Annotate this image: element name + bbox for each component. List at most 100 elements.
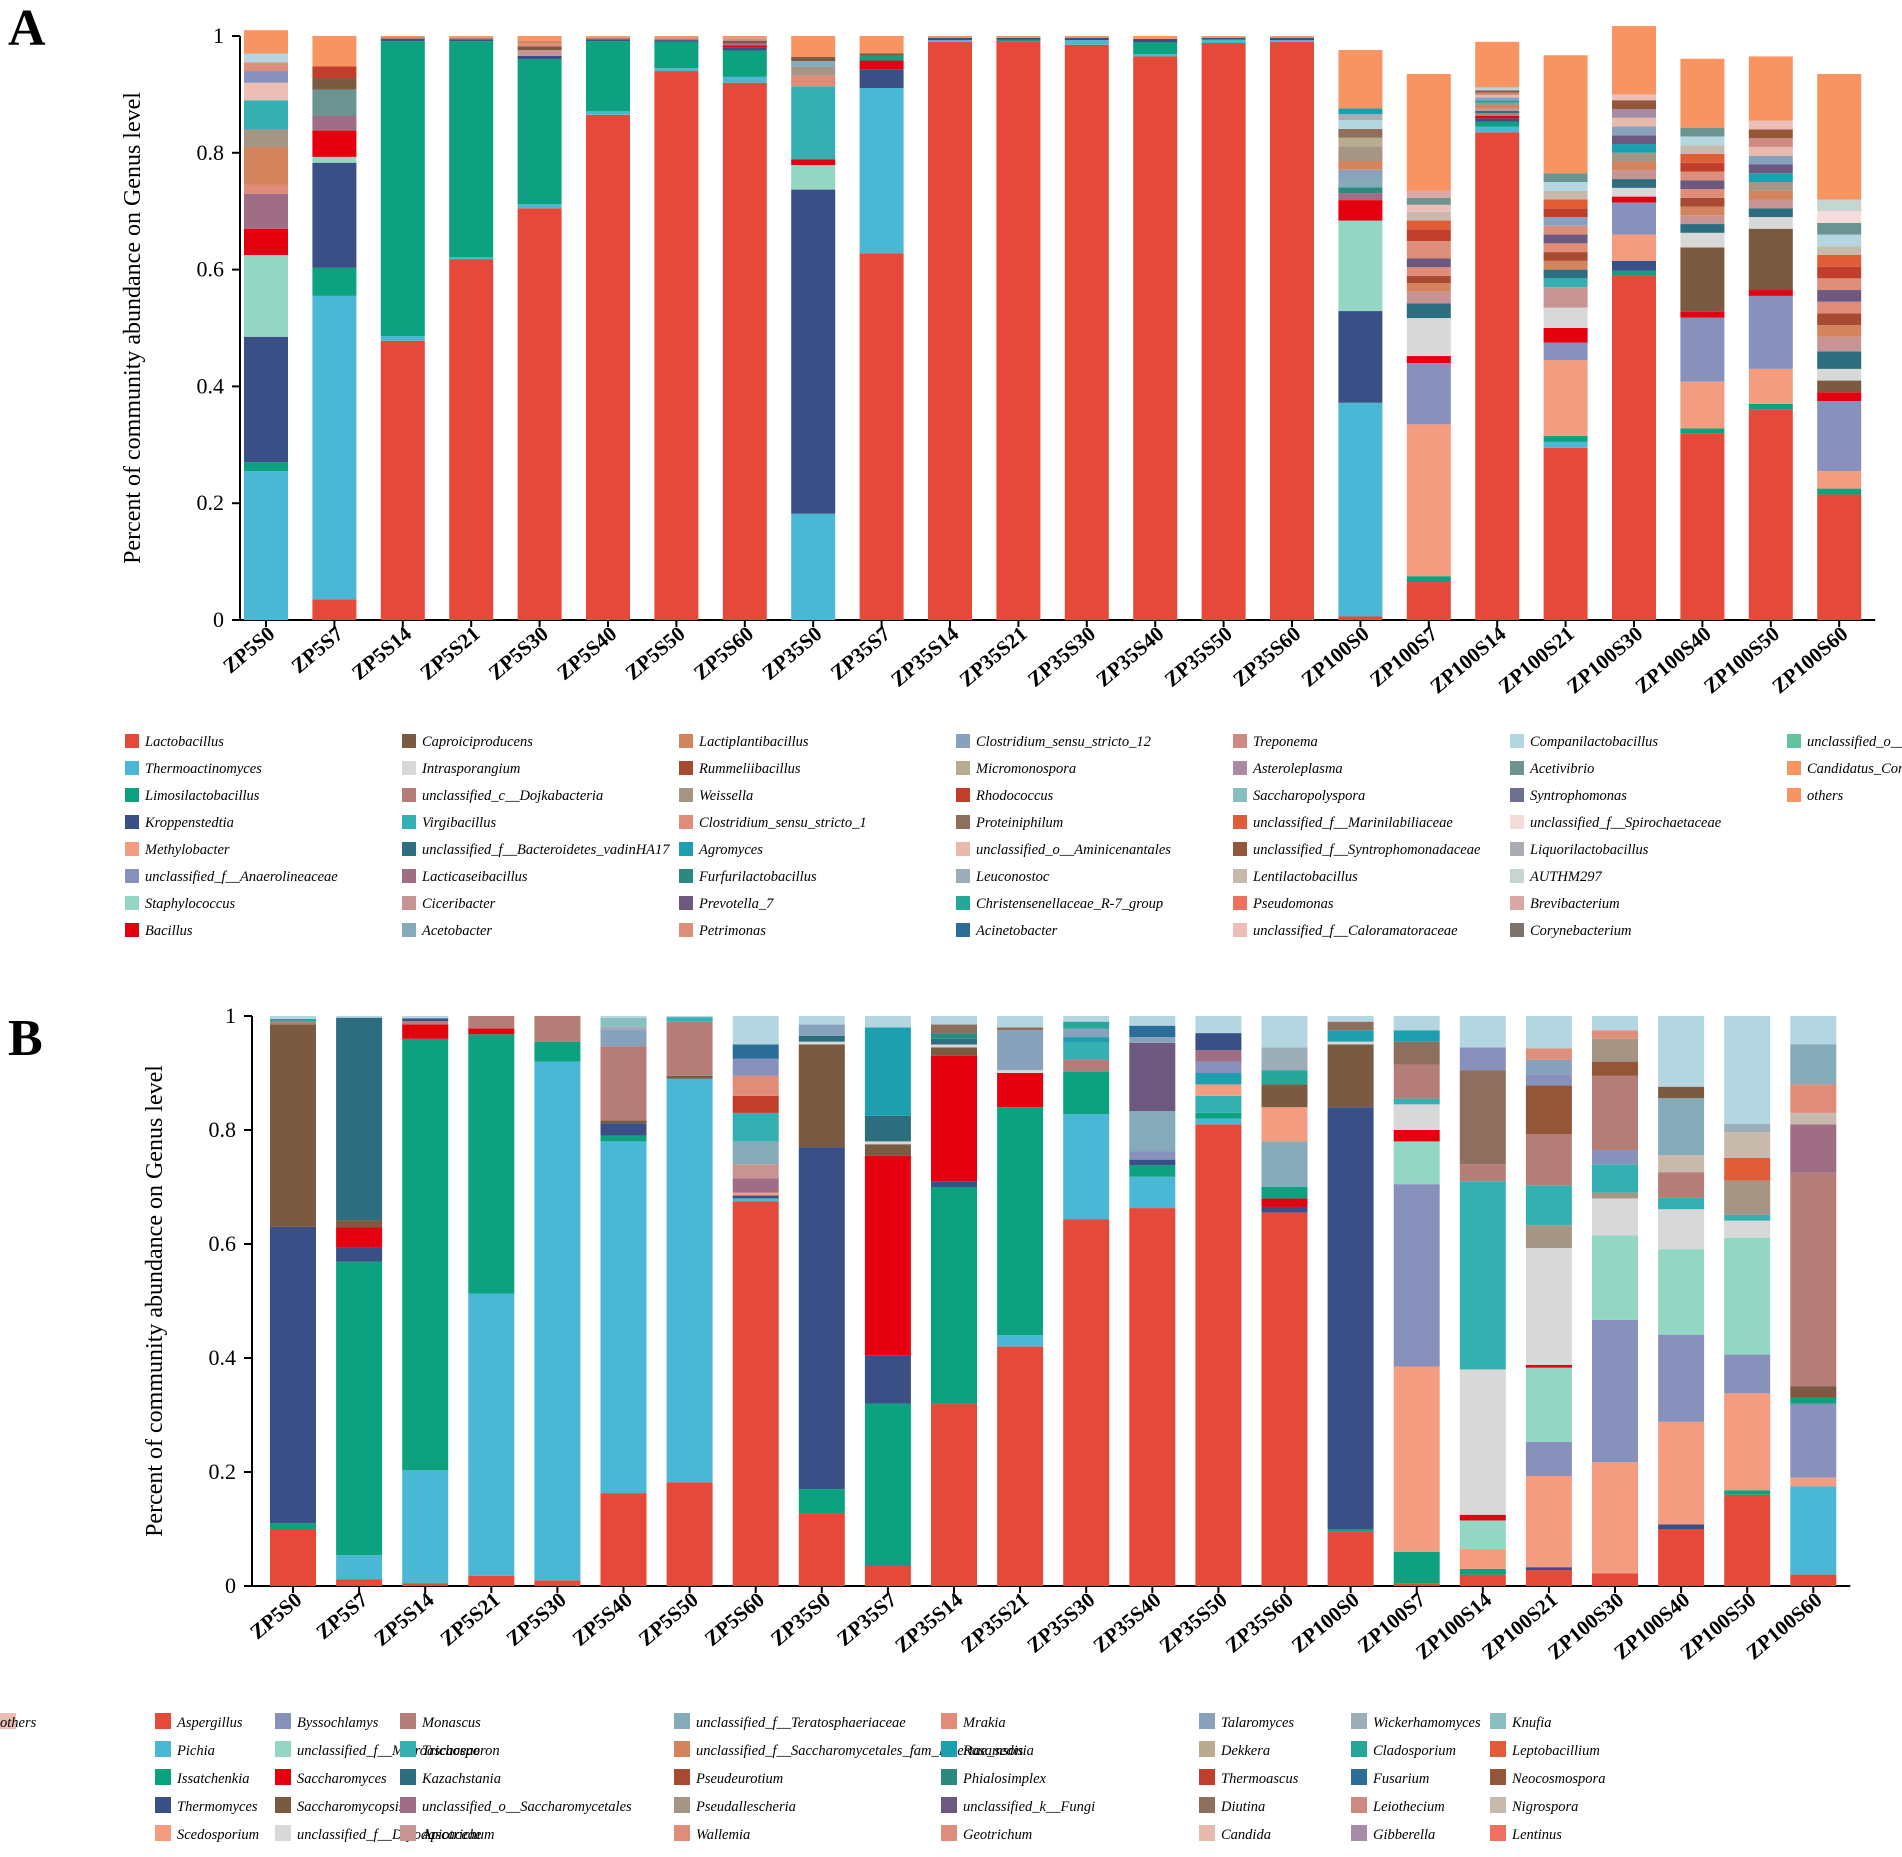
- bar-segment: [600, 1016, 647, 1018]
- bar-segment: [1680, 317, 1725, 382]
- legend-swatch: [1510, 734, 1524, 748]
- y-tick-label: 0.4: [209, 1345, 237, 1370]
- bar-segment: [1406, 267, 1451, 277]
- bar-segment: [270, 1226, 316, 1524]
- bar-segment: [1327, 1531, 1374, 1586]
- bar-segment: [1406, 197, 1451, 205]
- bar-segment: [380, 340, 425, 620]
- bar-segment: [1543, 182, 1588, 191]
- legend-swatch: [1490, 1769, 1506, 1785]
- bar-segment: [1748, 56, 1793, 121]
- bar-segment: [449, 37, 494, 40]
- bar-segment: [722, 36, 767, 39]
- bar-segment: [600, 1046, 647, 1121]
- bar-segment: [1724, 1157, 1771, 1181]
- legend-item: Rasamsonia: [941, 1741, 1034, 1759]
- bar-segment: [1658, 1016, 1705, 1087]
- bar-segment: [244, 62, 288, 72]
- bar-segment: [244, 100, 288, 130]
- bar-segment: [1475, 121, 1520, 127]
- legend-label: unclassified_f__Marinilabiliaceae: [1253, 815, 1453, 831]
- bar-segment: [336, 1247, 383, 1262]
- bar-segment: [586, 36, 630, 38]
- bar-segment: [336, 1227, 383, 1248]
- bar-segment: [1327, 1021, 1374, 1031]
- bar-segment: [1748, 120, 1793, 130]
- legend-label: unclassified_f__Spirochaetaceae: [1530, 815, 1722, 831]
- bar-ZP5S21: [468, 1016, 515, 1586]
- bar-segment: [1195, 1118, 1242, 1125]
- bar-ZP35S50: [1195, 1016, 1242, 1586]
- bar-segment: [1270, 41, 1314, 620]
- bar-ZP5S40: [600, 1016, 647, 1586]
- bar-segment: [312, 130, 357, 157]
- bar-segment: [996, 41, 1041, 620]
- legend-label: Petrimonas: [698, 923, 766, 939]
- y-tick-label: 0: [225, 1573, 236, 1598]
- bar-segment: [997, 1073, 1044, 1108]
- legend-swatch: [275, 1797, 291, 1813]
- legend-swatch: [1510, 869, 1524, 883]
- x-tick-label: ZP5S0: [218, 621, 279, 678]
- bar-segment: [1817, 380, 1862, 393]
- legend-label: unclassified_f__Microascaceae: [297, 1743, 481, 1759]
- bar-ZP5S60: [722, 36, 767, 621]
- bar-segment: [1748, 146, 1793, 156]
- legend-label: others: [0, 1715, 37, 1731]
- bar-segment: [859, 253, 904, 621]
- legend-item: unclassified_o__Saccharomycetales: [400, 1797, 632, 1815]
- legend-label: Corynebacterium: [1530, 923, 1631, 939]
- legend-item: Kazachstania: [400, 1769, 501, 1787]
- bar-segment: [449, 259, 494, 620]
- legend-swatch: [1490, 1713, 1506, 1729]
- bar-segment: [931, 1038, 977, 1045]
- bar-segment: [1817, 73, 1862, 200]
- legend-item: Lentilactobacillus: [1233, 869, 1358, 885]
- bar-segment: [1393, 1016, 1440, 1031]
- legend-item: Clostridium_sensu_stricto_1: [679, 815, 867, 831]
- bar-segment: [312, 267, 357, 296]
- bar-segment: [1475, 100, 1520, 103]
- bar-segment: [1724, 1132, 1771, 1158]
- bar-segment: [1393, 1583, 1440, 1586]
- bar-segment: [336, 1555, 383, 1580]
- legend-swatch: [1510, 761, 1524, 775]
- bar-segment: [1592, 1030, 1638, 1039]
- y-tick-label: 0.2: [197, 490, 225, 515]
- legend-item: Companilactobacillus: [1510, 734, 1658, 750]
- bar-segment: [864, 1566, 911, 1586]
- x-tick-label: ZP5S30: [502, 1587, 571, 1650]
- legend-label: Leptobacillium: [1511, 1743, 1600, 1759]
- legend-label: Gibberella: [1373, 1827, 1435, 1843]
- bar-segment: [732, 1095, 779, 1113]
- legend-label: Aspergillus: [176, 1715, 243, 1731]
- bar-segment: [1525, 1133, 1572, 1186]
- bar-segment: [449, 39, 494, 42]
- legend-item: Gibberella: [1351, 1825, 1435, 1843]
- bar-segment: [732, 1058, 779, 1076]
- bar-segment: [1680, 247, 1725, 312]
- bar-segment: [1612, 100, 1656, 109]
- bar-segment: [468, 1575, 515, 1586]
- bar-segment: [1543, 234, 1588, 244]
- bar-segment: [517, 59, 562, 205]
- bar-segment: [312, 295, 357, 600]
- bar-segment: [1817, 392, 1862, 401]
- legend-label: Candida: [1221, 1827, 1271, 1843]
- legend-label: Thermomyces: [177, 1799, 258, 1815]
- bar-segment: [1475, 108, 1520, 111]
- legend-item: Pseudomonas: [1233, 896, 1334, 912]
- bar-segment: [1133, 42, 1178, 55]
- bar-segment: [1592, 1235, 1638, 1320]
- bar-segment: [732, 1112, 779, 1142]
- bar-segment: [864, 1403, 911, 1567]
- bar-segment: [791, 36, 836, 58]
- legend-item: Staphylococcus: [125, 896, 236, 912]
- legend-item: Christensenellaceae_R-7_group: [956, 896, 1163, 912]
- bar-segment: [722, 76, 767, 83]
- legend-swatch: [941, 1741, 957, 1757]
- x-tick-label: ZP5S7: [287, 621, 348, 678]
- bar-segment: [859, 60, 904, 70]
- legend-swatch: [1233, 788, 1247, 802]
- legend-label: unclassified_o__SBR1031: [1807, 734, 1902, 750]
